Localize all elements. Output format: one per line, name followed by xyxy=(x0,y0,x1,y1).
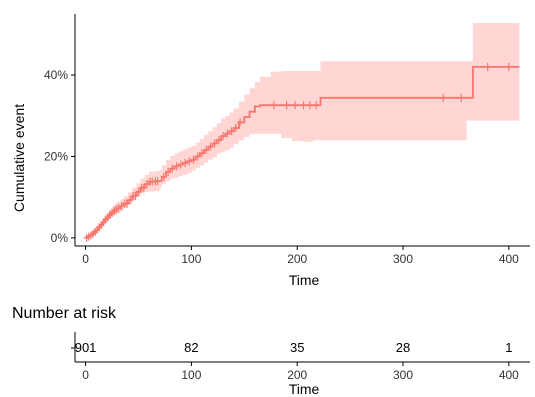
x-tick-label: 400 xyxy=(499,252,519,266)
risk-x-tick-label: 300 xyxy=(393,368,413,382)
risk-table-x-ticks: 0 100 200 300 400 xyxy=(82,362,519,382)
censor-mark xyxy=(143,180,150,189)
confidence-band xyxy=(85,23,520,238)
risk-value: 1 xyxy=(505,340,512,355)
censor-mark xyxy=(115,204,122,213)
risk-x-tick-label: 0 xyxy=(82,368,89,382)
censor-mark xyxy=(220,132,227,141)
risk-value: 28 xyxy=(396,340,410,355)
censor-mark xyxy=(132,191,139,200)
censor-mark xyxy=(237,118,244,127)
censor-mark xyxy=(173,162,180,171)
y-tick-label: 20% xyxy=(44,149,68,163)
censor-mark xyxy=(160,172,167,181)
censor-mark xyxy=(440,93,447,102)
censor-mark xyxy=(270,101,277,110)
censor-mark xyxy=(207,142,214,151)
cumulative-event-plot: 0%20%40% 0 100 200 300 400 Cumulative event … xyxy=(11,14,530,288)
censor-mark xyxy=(484,62,491,71)
censor-mark xyxy=(283,101,290,110)
censor-mark xyxy=(140,183,147,192)
censor-mark xyxy=(215,136,222,145)
x-tick-label: 300 xyxy=(393,252,413,266)
risk-table: Number at risk 901 82 35 28 1 0 100 200 300 400 … xyxy=(12,305,530,397)
censor-mark xyxy=(154,177,161,186)
censor-mark xyxy=(306,101,313,110)
censor-mark xyxy=(190,155,197,164)
censor-mark xyxy=(292,101,299,110)
censor-mark xyxy=(177,160,184,169)
risk-x-tick-label: 200 xyxy=(287,368,307,382)
censor-mark xyxy=(169,164,176,173)
censor-mark xyxy=(198,149,205,158)
y-tick-label: 0% xyxy=(51,231,69,245)
censor-mark xyxy=(228,127,235,136)
censor-mark xyxy=(203,145,210,154)
risk-value: 82 xyxy=(184,340,198,355)
x-tick-label: 200 xyxy=(287,252,307,266)
censor-mark xyxy=(182,158,189,167)
censor-mark xyxy=(458,93,465,102)
censor-mark xyxy=(118,202,125,211)
y-tick-label: 40% xyxy=(44,68,68,82)
risk-value: 35 xyxy=(290,340,304,355)
risk-table-values: 901 82 35 28 1 xyxy=(71,340,512,355)
risk-table-title: Number at risk xyxy=(12,305,117,322)
censor-mark xyxy=(313,101,320,110)
censor-mark xyxy=(127,196,134,205)
censor-mark xyxy=(224,129,231,138)
censor-mark xyxy=(165,167,172,176)
censor-mark xyxy=(300,101,307,110)
censor-mark xyxy=(505,62,512,71)
censor-mark xyxy=(232,123,239,132)
risk-value: 901 xyxy=(75,340,97,355)
censor-mark xyxy=(123,199,130,208)
x-axis-ticks: 0 100 200 300 400 xyxy=(82,246,519,266)
y-axis-title: Cumulative event xyxy=(11,104,27,212)
censor-mark xyxy=(194,152,201,161)
censor-mark xyxy=(211,139,218,148)
risk-x-tick-label: 400 xyxy=(499,368,519,382)
risk-table-x-axis-title: Time xyxy=(289,381,320,397)
x-tick-label: 100 xyxy=(181,252,201,266)
y-axis-ticks: 0% 20% 40% xyxy=(44,68,75,245)
x-axis-title: Time xyxy=(289,272,320,288)
x-tick-label: 0 xyxy=(82,252,89,266)
risk-x-tick-label: 100 xyxy=(181,368,201,382)
censor-mark xyxy=(186,157,193,166)
censor-marks xyxy=(83,62,512,242)
censor-mark xyxy=(135,187,142,196)
